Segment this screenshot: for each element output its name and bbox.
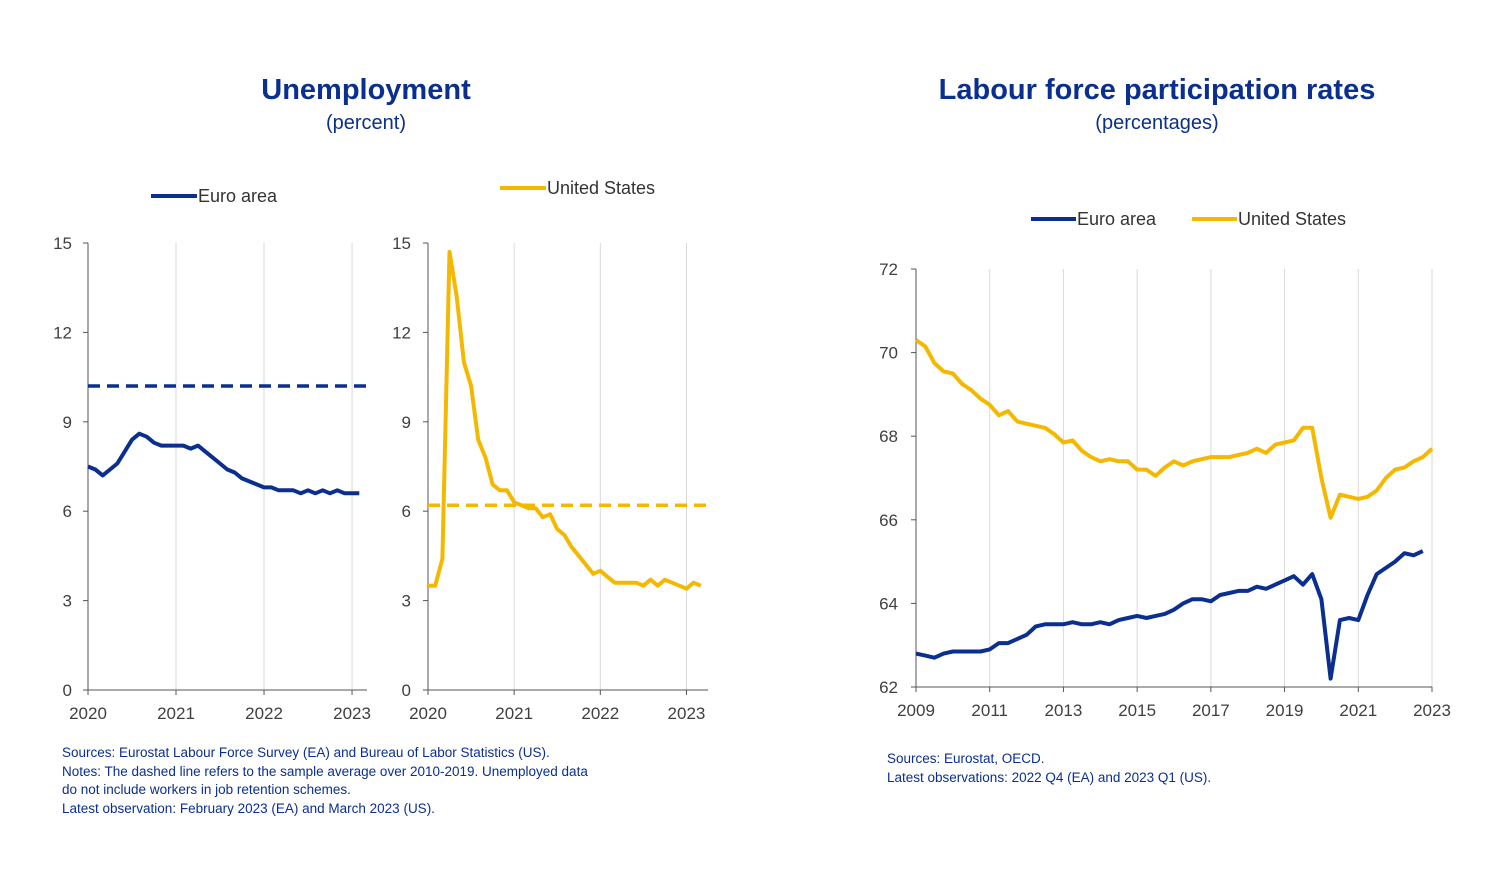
y-tick-label: 6 — [402, 502, 411, 521]
euro-area-line — [915, 549, 1424, 681]
left-note-line: Sources: Eurostat Labour Force Survey (E… — [62, 745, 550, 760]
y-tick-label: 9 — [402, 413, 411, 432]
x-tick-label: 2011 — [971, 701, 1008, 720]
x-tick-label: 2023 — [333, 704, 371, 723]
y-tick-label: 12 — [53, 323, 72, 342]
left-notes: Sources: Eurostat Labour Force Survey (E… — [62, 744, 588, 818]
y-tick-label: 15 — [53, 234, 72, 253]
right-note-line: Latest observations: 2022 Q4 (EA) and 20… — [887, 769, 1212, 785]
x-tick-label: 2021 — [495, 704, 533, 723]
left-note-line: Notes: The dashed line refers to the sam… — [62, 763, 588, 779]
x-tick-label: 2013 — [1045, 701, 1083, 720]
right-notes: Sources: Eurostat, OECD. Latest observat… — [887, 750, 1211, 787]
y-tick-label: 72 — [879, 260, 898, 279]
x-tick-label: 2020 — [69, 704, 107, 723]
y-tick-label: 66 — [879, 511, 898, 530]
left-note-line: do not include workers in job retention … — [62, 782, 351, 797]
y-tick-label: 68 — [879, 427, 898, 446]
y-tick-label: 62 — [879, 678, 898, 697]
united-states-line — [914, 338, 1434, 520]
left-chart-title: Unemployment — [261, 74, 471, 106]
x-tick-label: 2017 — [1192, 701, 1230, 720]
x-tick-label: 2021 — [1339, 701, 1377, 720]
x-tick-label: 2015 — [1118, 701, 1156, 720]
x-tick-label: 2009 — [897, 701, 935, 720]
legend-label: Euro area — [1077, 209, 1157, 229]
right-chart-title: Labour force participation rates — [938, 74, 1376, 106]
x-tick-label: 2019 — [1266, 701, 1304, 720]
legend-label: United States — [1238, 209, 1346, 229]
y-tick-label: 9 — [63, 413, 72, 432]
y-tick-label: 0 — [63, 681, 72, 700]
left-chart-subtitle: (percent) — [325, 112, 407, 134]
x-tick-label: 2023 — [1413, 701, 1451, 720]
x-tick-label: 2023 — [668, 704, 706, 723]
x-tick-label: 2022 — [581, 704, 619, 723]
left-note-line: Latest observation: February 2023 (EA) a… — [62, 800, 435, 816]
legend-label: Euro area — [198, 186, 278, 206]
y-tick-label: 3 — [402, 592, 411, 611]
x-tick-label: 2020 — [409, 704, 447, 723]
y-tick-label: 6 — [63, 502, 72, 521]
y-tick-label: 12 — [392, 323, 411, 342]
y-tick-label: 0 — [402, 681, 411, 700]
y-tick-label: 70 — [879, 344, 898, 363]
united-states-line — [428, 249, 702, 591]
y-tick-label: 15 — [392, 234, 411, 253]
x-tick-label: 2021 — [157, 704, 195, 723]
right-note-line: Sources: Eurostat, OECD. — [887, 751, 1045, 766]
y-tick-label: 64 — [879, 594, 898, 613]
x-tick-label: 2022 — [245, 704, 283, 723]
y-tick-label: 3 — [63, 592, 72, 611]
right-chart-subtitle: (percentages) — [1095, 112, 1219, 134]
euro-area-line — [87, 431, 360, 496]
legend-label: United States — [547, 178, 655, 198]
